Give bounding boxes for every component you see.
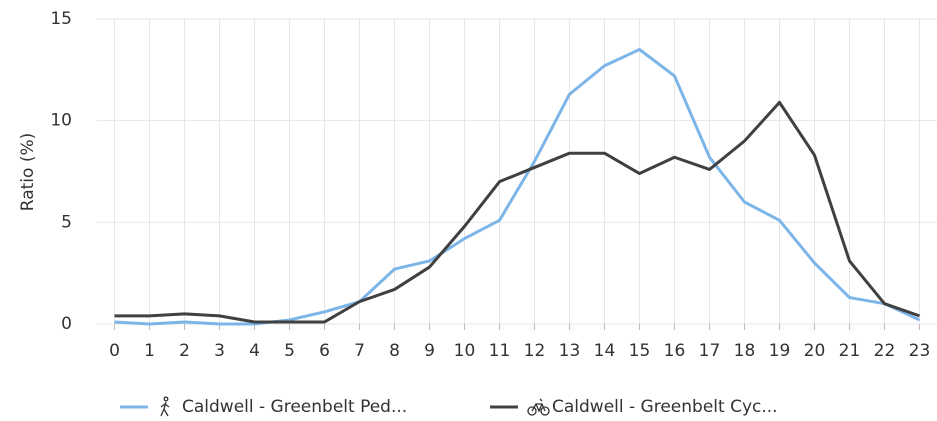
x-tick-label: 18 <box>734 341 756 361</box>
series-line <box>114 100 920 324</box>
legend-icon <box>527 398 550 416</box>
x-tick-label: 9 <box>424 341 435 361</box>
x-tick-label: 11 <box>489 341 511 361</box>
x-tick-label: 10 <box>454 341 476 361</box>
x-tick-label: 16 <box>664 341 686 361</box>
x-tick-label: 6 <box>319 341 330 361</box>
x-tick-label: 17 <box>699 341 721 361</box>
y-tick-label: 15 <box>50 9 72 29</box>
x-tick-label: 19 <box>769 341 791 361</box>
y-tick-label: 10 <box>50 111 72 131</box>
legend-label: Caldwell - Greenbelt Ped... <box>182 397 407 417</box>
x-tick-label: 8 <box>389 341 400 361</box>
x-tick-label: 2 <box>179 341 190 361</box>
x-tick-label: 15 <box>629 341 651 361</box>
x-tick-label: 14 <box>594 341 616 361</box>
legend-icon <box>160 396 170 417</box>
x-tick-label: 5 <box>284 341 295 361</box>
x-tick-label: 21 <box>839 341 861 361</box>
x-tick-label: 0 <box>109 341 120 361</box>
icon-part <box>160 401 170 417</box>
icon-part <box>163 396 169 402</box>
series-line <box>114 48 921 326</box>
icon-part <box>531 398 546 413</box>
icon-part <box>527 406 537 416</box>
x-tick-label: 23 <box>909 341 931 361</box>
x-tick-label: 4 <box>249 341 260 361</box>
y-tick-label: 5 <box>61 212 72 232</box>
x-tick-label: 13 <box>559 341 581 361</box>
y-tick-label: 0 <box>61 314 72 334</box>
x-tick-label: 7 <box>354 341 365 361</box>
legend-label: Caldwell - Greenbelt Cyc... <box>552 397 778 417</box>
x-tick-label: 22 <box>874 341 896 361</box>
x-tick-label: 1 <box>144 341 155 361</box>
x-tick-label: 12 <box>524 341 546 361</box>
x-tick-label: 3 <box>214 341 225 361</box>
icon-part <box>540 406 550 416</box>
y-axis-label: Ratio (%) <box>18 133 38 211</box>
x-tick-label: 20 <box>804 341 826 361</box>
